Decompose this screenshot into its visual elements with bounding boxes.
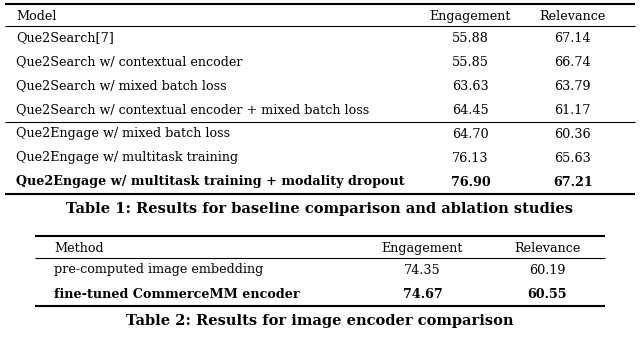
Text: Que2Search[7]: Que2Search[7] (16, 32, 114, 45)
Text: 60.19: 60.19 (529, 264, 566, 277)
Text: Model: Model (16, 9, 56, 23)
Text: 67.14: 67.14 (554, 32, 591, 45)
Text: Que2Search w/ contextual encoder: Que2Search w/ contextual encoder (16, 56, 243, 69)
Text: Table 2: Results for image encoder comparison: Table 2: Results for image encoder compa… (126, 314, 514, 329)
Text: 60.55: 60.55 (527, 287, 567, 301)
Text: Relevance: Relevance (514, 242, 580, 254)
Text: Engagement: Engagement (429, 9, 511, 23)
Text: Que2Engage w/ mixed batch loss: Que2Engage w/ mixed batch loss (16, 127, 230, 140)
Text: Que2Engage w/ multitask training + modality dropout: Que2Engage w/ multitask training + modal… (16, 175, 404, 188)
Text: 67.21: 67.21 (553, 175, 593, 188)
Text: 65.63: 65.63 (554, 151, 591, 164)
Text: Engagement: Engagement (381, 242, 463, 254)
Text: 60.36: 60.36 (554, 127, 591, 140)
Text: Que2Search w/ contextual encoder + mixed batch loss: Que2Search w/ contextual encoder + mixed… (16, 103, 369, 117)
Text: 55.85: 55.85 (452, 56, 489, 69)
Text: pre-computed image embedding: pre-computed image embedding (54, 264, 264, 277)
Text: 76.13: 76.13 (452, 151, 489, 164)
Text: Method: Method (54, 242, 104, 254)
Text: 61.17: 61.17 (555, 103, 591, 117)
Text: Que2Engage w/ multitask training: Que2Engage w/ multitask training (16, 151, 238, 164)
Text: 66.74: 66.74 (554, 56, 591, 69)
Text: 76.90: 76.90 (451, 175, 490, 188)
Text: 63.63: 63.63 (452, 79, 489, 93)
Text: 63.79: 63.79 (554, 79, 591, 93)
Text: 74.67: 74.67 (403, 287, 442, 301)
Text: fine-tuned CommerceMM encoder: fine-tuned CommerceMM encoder (54, 287, 300, 301)
Text: 64.70: 64.70 (452, 127, 489, 140)
Text: Que2Search w/ mixed batch loss: Que2Search w/ mixed batch loss (16, 79, 227, 93)
Text: 74.35: 74.35 (404, 264, 441, 277)
Text: 64.45: 64.45 (452, 103, 489, 117)
Text: Table 1: Results for baseline comparison and ablation studies: Table 1: Results for baseline comparison… (67, 203, 573, 216)
Text: 55.88: 55.88 (452, 32, 489, 45)
Text: Relevance: Relevance (540, 9, 606, 23)
